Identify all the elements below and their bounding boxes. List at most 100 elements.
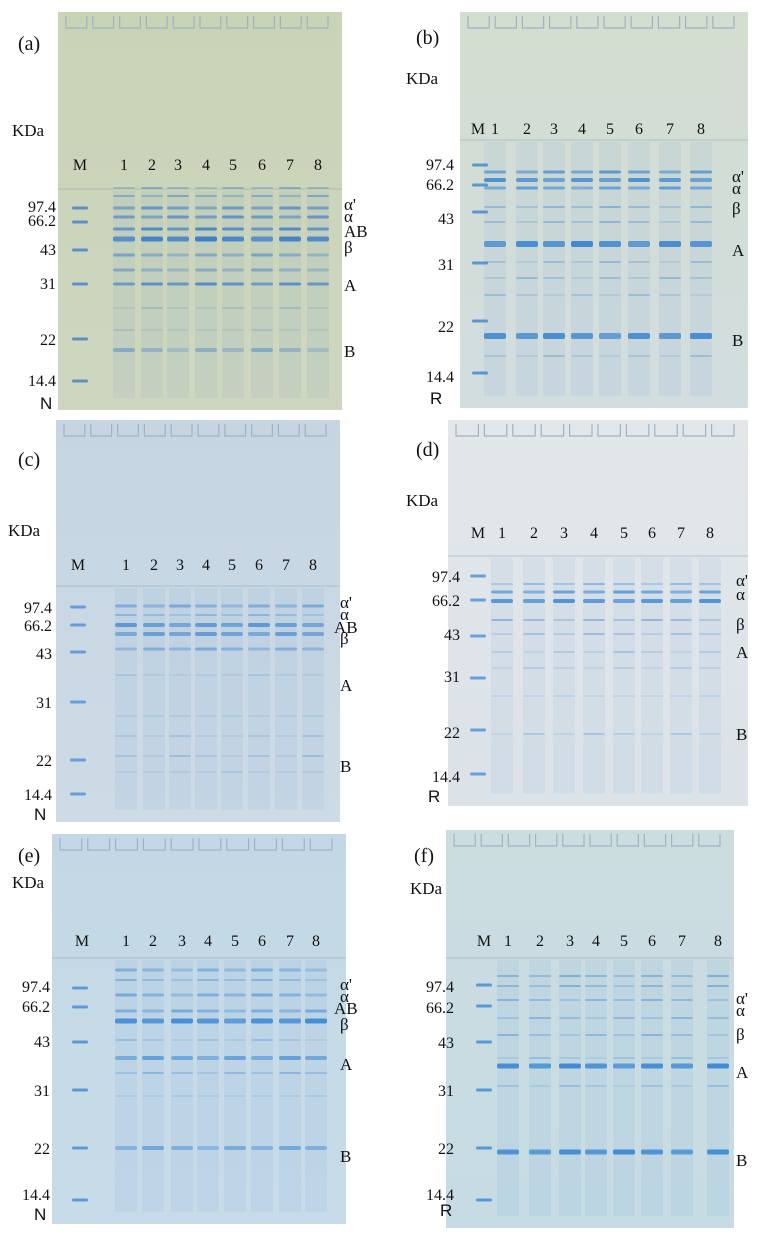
sample-well bbox=[630, 16, 653, 29]
protein-band bbox=[641, 985, 663, 987]
protein-band bbox=[141, 348, 163, 352]
mw-marker-label: 31 bbox=[438, 257, 454, 274]
protein-band bbox=[279, 993, 301, 997]
protein-band bbox=[169, 771, 191, 773]
lane-label: 7 bbox=[282, 557, 290, 574]
protein-band bbox=[585, 1149, 607, 1155]
protein-band bbox=[222, 348, 244, 352]
protein-band bbox=[497, 999, 519, 1001]
marker-band bbox=[70, 792, 86, 796]
protein-band bbox=[641, 583, 663, 585]
protein-band bbox=[670, 633, 692, 635]
protein-band bbox=[167, 329, 189, 331]
protein-band bbox=[599, 186, 621, 190]
lane-label: 4 bbox=[578, 121, 586, 138]
protein-band bbox=[251, 1056, 273, 1060]
protein-band bbox=[171, 993, 193, 997]
band-label: α' bbox=[736, 571, 748, 590]
lane-smear bbox=[641, 960, 663, 1216]
protein-band bbox=[251, 1095, 273, 1097]
protein-band bbox=[115, 715, 137, 717]
condition-label: R bbox=[430, 389, 443, 408]
lane-smear bbox=[195, 191, 217, 398]
protein-band bbox=[641, 1034, 663, 1036]
protein-band bbox=[641, 695, 663, 697]
protein-band bbox=[167, 268, 189, 272]
protein-band bbox=[221, 623, 243, 627]
protein-band bbox=[599, 221, 621, 223]
protein-band bbox=[113, 329, 135, 331]
gel-image-f bbox=[446, 830, 734, 1228]
band-label: B bbox=[732, 331, 744, 350]
sample-well bbox=[197, 424, 220, 437]
protein-band bbox=[699, 695, 721, 697]
lane-label: 8 bbox=[706, 525, 714, 542]
lane-label: 6 bbox=[648, 933, 656, 950]
sample-well bbox=[494, 16, 517, 29]
condition-label: N bbox=[34, 1205, 47, 1224]
lane-label: 7 bbox=[677, 525, 685, 542]
protein-band bbox=[305, 1056, 327, 1060]
gel-panel-b: (b) KDa M 1 2 3 4 5 6 7 8 97.4 66.2 43 3… bbox=[384, 0, 760, 412]
protein-band bbox=[305, 1146, 327, 1150]
protein-band bbox=[222, 268, 244, 272]
protein-band bbox=[302, 715, 324, 717]
protein-band bbox=[143, 623, 165, 627]
protein-band bbox=[221, 674, 243, 676]
mw-marker-label: 97.4 bbox=[22, 979, 50, 996]
protein-band bbox=[251, 206, 273, 210]
protein-band bbox=[171, 1072, 193, 1074]
sample-well bbox=[142, 838, 166, 851]
lane-smear bbox=[599, 142, 621, 396]
protein-band bbox=[224, 1095, 246, 1097]
protein-band bbox=[279, 282, 301, 286]
lane-smear bbox=[641, 558, 663, 794]
protein-band bbox=[279, 1056, 301, 1060]
protein-band bbox=[707, 975, 729, 977]
protein-band bbox=[543, 186, 565, 190]
sample-well bbox=[682, 424, 707, 437]
sample-well bbox=[589, 834, 612, 847]
protein-band bbox=[248, 771, 270, 773]
condition-label: N bbox=[40, 394, 53, 412]
protein-band bbox=[599, 206, 621, 208]
protein-band bbox=[307, 227, 329, 231]
protein-band bbox=[115, 735, 137, 737]
protein-band bbox=[142, 979, 164, 981]
protein-band bbox=[571, 206, 593, 208]
protein-band bbox=[571, 170, 593, 174]
protein-band bbox=[497, 975, 519, 977]
mw-marker-label: 97.4 bbox=[432, 569, 460, 586]
protein-band bbox=[307, 187, 329, 189]
protein-band bbox=[628, 221, 650, 223]
protein-band bbox=[613, 1063, 635, 1069]
protein-band bbox=[628, 170, 650, 174]
protein-band bbox=[543, 178, 565, 182]
protein-band bbox=[543, 206, 565, 208]
protein-band bbox=[585, 999, 607, 1001]
protein-band bbox=[279, 253, 301, 257]
protein-band bbox=[497, 1017, 519, 1019]
protein-band bbox=[302, 771, 324, 773]
protein-band bbox=[222, 236, 244, 242]
protein-band bbox=[529, 1034, 551, 1036]
sample-well bbox=[643, 834, 667, 847]
protein-band bbox=[690, 261, 712, 263]
protein-band bbox=[224, 993, 246, 997]
sample-well bbox=[115, 838, 138, 851]
marker-band bbox=[472, 183, 488, 187]
band-label: B bbox=[736, 1151, 748, 1170]
sample-well bbox=[616, 834, 639, 847]
protein-band bbox=[307, 195, 329, 197]
protein-band bbox=[305, 1072, 327, 1074]
protein-band bbox=[553, 695, 575, 697]
protein-band bbox=[707, 1034, 729, 1036]
protein-band bbox=[670, 695, 692, 697]
protein-band bbox=[553, 667, 575, 669]
sample-well bbox=[63, 424, 86, 437]
protein-band bbox=[670, 651, 692, 653]
protein-band bbox=[559, 1085, 581, 1087]
protein-band bbox=[585, 1017, 607, 1019]
lane-smear bbox=[275, 588, 297, 810]
sample-well bbox=[540, 424, 565, 437]
